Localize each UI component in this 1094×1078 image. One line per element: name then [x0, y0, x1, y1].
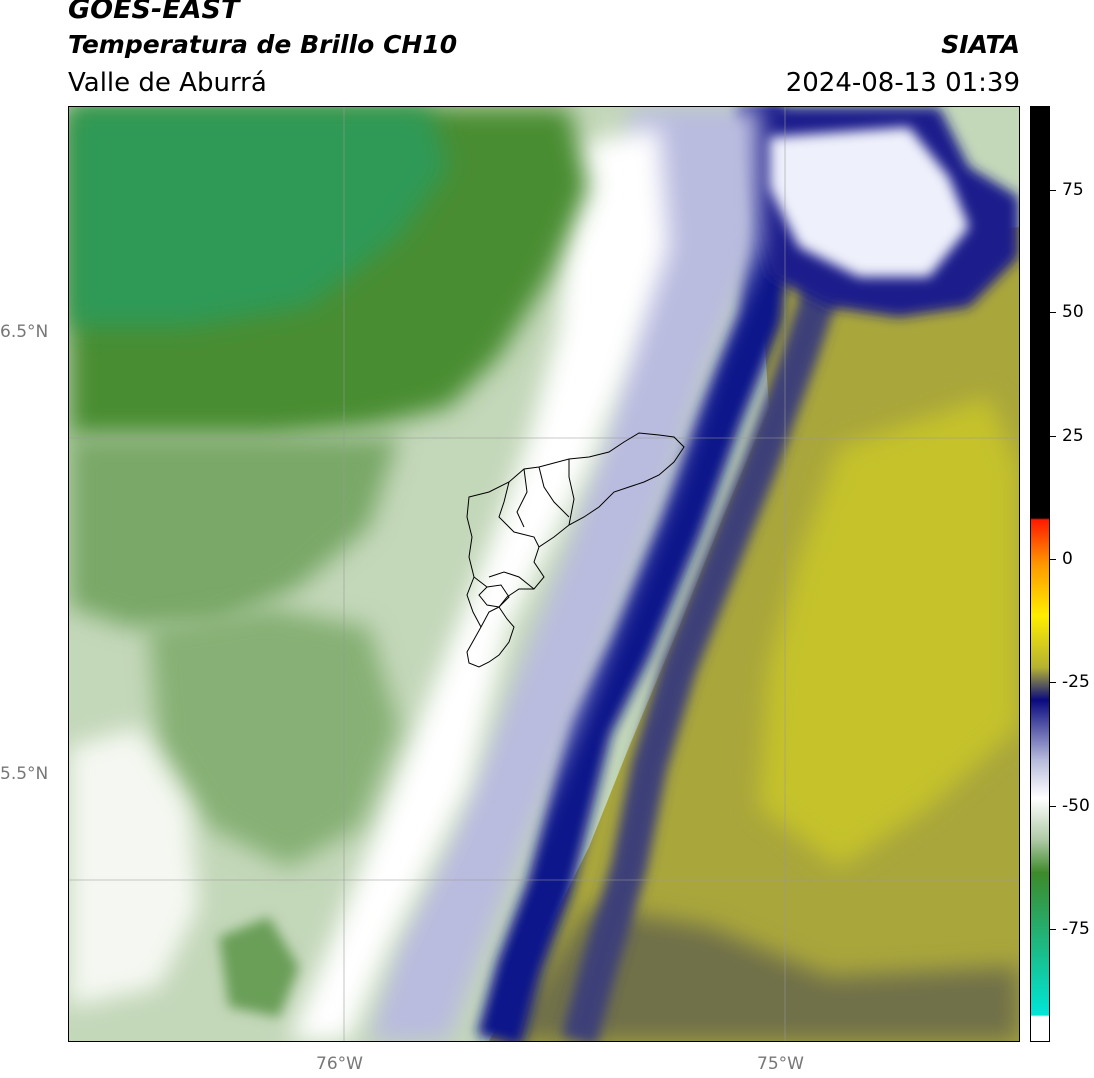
warm-region-yellow — [759, 397, 1019, 867]
colorbar-label-minus50: -50 — [1062, 796, 1090, 816]
colorbar — [1030, 106, 1050, 1042]
colorbar-label-25: 25 — [1062, 426, 1084, 446]
cold-band-slate — [561, 163, 847, 1041]
region-subtitle: Valle de Aburrá — [68, 68, 267, 98]
colorbar-tick — [1050, 190, 1056, 191]
colorbar-tick — [1050, 559, 1056, 560]
lat-label-5.5n: 5.5°N — [0, 764, 49, 784]
colorbar-label-minus25: -25 — [1062, 672, 1090, 692]
boundary-internal-2 — [568, 459, 575, 526]
warm-region-dark — [499, 907, 1019, 1041]
boundary-internal-5 — [488, 571, 535, 590]
boundary-internal-1 — [538, 466, 570, 518]
boundary-internal-3 — [516, 468, 528, 528]
brightness-temperature-map — [68, 106, 1020, 1042]
lon-label-75w: 75°W — [757, 1054, 804, 1074]
boundary-internal-7 — [480, 606, 500, 628]
green-region-south — [149, 607, 399, 867]
boundary-internal-4 — [498, 481, 540, 548]
boundary-outline — [466, 432, 685, 668]
green-region-mid — [69, 437, 399, 627]
cloud-band-lavender — [369, 107, 759, 1041]
green-region-darkest — [69, 107, 449, 327]
colorbar-tick — [1050, 436, 1056, 437]
colorbar-tick — [1050, 806, 1056, 807]
lat-label-6.5n: 6.5°N — [0, 322, 49, 342]
white-patch-southwest — [69, 727, 199, 1007]
colorbar-tick — [1050, 929, 1056, 930]
colorbar-tick — [1050, 312, 1056, 313]
green-patch-south — [219, 917, 299, 1017]
satellite-title: GOES-EAST — [68, 0, 240, 25]
colorbar-label-50: 50 — [1062, 302, 1084, 322]
organization-label: SIATA — [941, 30, 1020, 59]
cloud-cluster-core — [769, 127, 969, 277]
lon-label-76w: 76°W — [316, 1054, 363, 1074]
colorbar-tick — [1050, 682, 1056, 683]
colorbar-label-0: 0 — [1062, 549, 1073, 569]
cold-band-navy — [476, 107, 792, 1041]
map-canvas — [69, 107, 1019, 1041]
valle-de-aburra-boundaries — [466, 432, 685, 668]
cloud-band-white — [289, 127, 669, 1041]
boundary-internal-8 — [473, 576, 488, 588]
colorbar-label-minus75: -75 — [1062, 919, 1090, 939]
colorbar-label-75: 75 — [1062, 180, 1084, 200]
timestamp-label: 2024-08-13 01:39 — [785, 68, 1020, 98]
product-title: Temperatura de Brillo CH10 — [68, 30, 458, 59]
